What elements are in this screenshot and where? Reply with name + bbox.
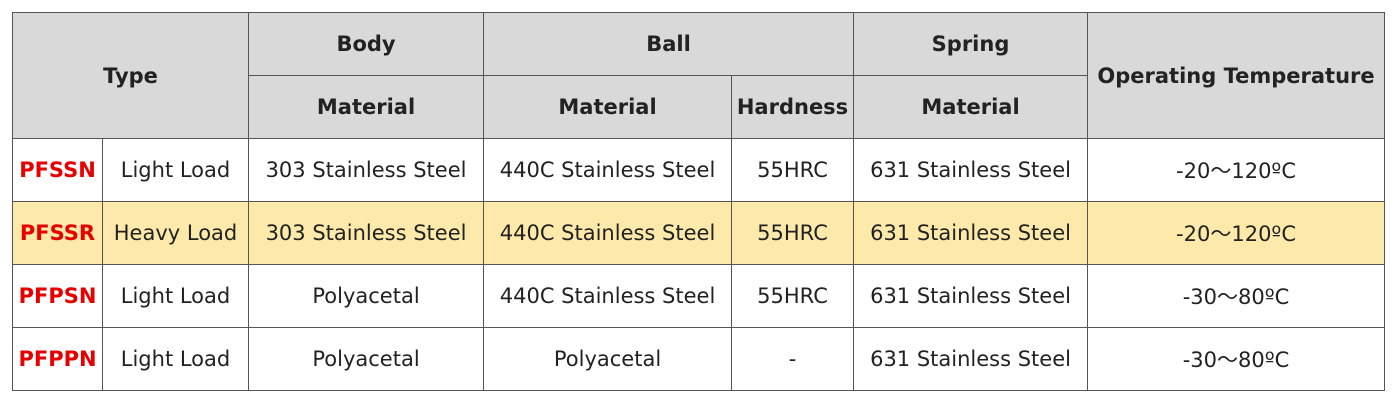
table-cell: 631 Stainless Steel: [853, 264, 1089, 328]
table-cell: Polyacetal: [248, 327, 485, 391]
table-cell: 303 Stainless Steel: [248, 138, 485, 202]
header-cell: Body: [248, 12, 485, 76]
spec-table: Type Body Ball Spring Operating Temperat…: [11, 12, 1386, 391]
table-cell: 55HRC: [731, 201, 855, 265]
table-cell: 303 Stainless Steel: [248, 201, 485, 265]
table-cell: -30～80ºC: [1087, 264, 1386, 328]
table-cell: -20～120ºC: [1087, 201, 1386, 265]
table-cell: 440C Stainless Steel: [483, 201, 733, 265]
table-row: PFPSN Light Load Polyacetal 440C Stainless …: [12, 264, 1386, 328]
table-row: PFPPN Light Load Polyacetal Polyacetal -631 …: [12, 327, 1386, 391]
table-cell: 631 Stainless Steel: [853, 201, 1089, 265]
header-cell: Hardness: [731, 75, 855, 139]
type-code: PFPSN: [12, 264, 103, 328]
table-cell: 440C Stainless Steel: [483, 138, 733, 202]
table-cell: 55HRC: [731, 138, 855, 202]
table-row: PFSSR Heavy Load 303 Stainless Steel 440C S…: [12, 201, 1386, 265]
table-cell: -30～80ºC: [1087, 327, 1386, 391]
header-cell: Ball: [483, 12, 855, 76]
type-code: PFSSR: [12, 201, 103, 265]
header-cell: Material: [483, 75, 733, 139]
header-cell: Material: [248, 75, 485, 139]
type-code: PFPPN: [12, 327, 103, 391]
table-body: PFSSN Light Load 303 Stainless Steel 440C S…: [12, 138, 1386, 391]
table-cell: Light Load: [101, 138, 250, 202]
table-cell: Polyacetal: [248, 264, 485, 328]
header-cell: Material: [853, 75, 1089, 139]
table-cell: 55HRC: [731, 264, 855, 328]
table-cell: 440C Stainless Steel: [483, 264, 733, 328]
table-cell: -20～120ºC: [1087, 138, 1386, 202]
table-cell: 631 Stainless Steel: [853, 138, 1089, 202]
table-cell: Light Load: [101, 264, 250, 328]
header-cell: Spring: [853, 12, 1089, 76]
table-cell: Polyacetal: [483, 327, 733, 391]
header-cell: Type: [11, 12, 250, 139]
header-cell: Operating Temperature: [1087, 12, 1386, 139]
table-cell: 631 Stainless Steel: [853, 327, 1089, 391]
table-row: PFSSN Light Load 303 Stainless Steel 440C S…: [12, 138, 1386, 202]
table-cell: Light Load: [101, 327, 250, 391]
table-cell: Heavy Load: [101, 201, 250, 265]
type-code: PFSSN: [12, 138, 103, 202]
table-cell: -: [731, 327, 855, 391]
